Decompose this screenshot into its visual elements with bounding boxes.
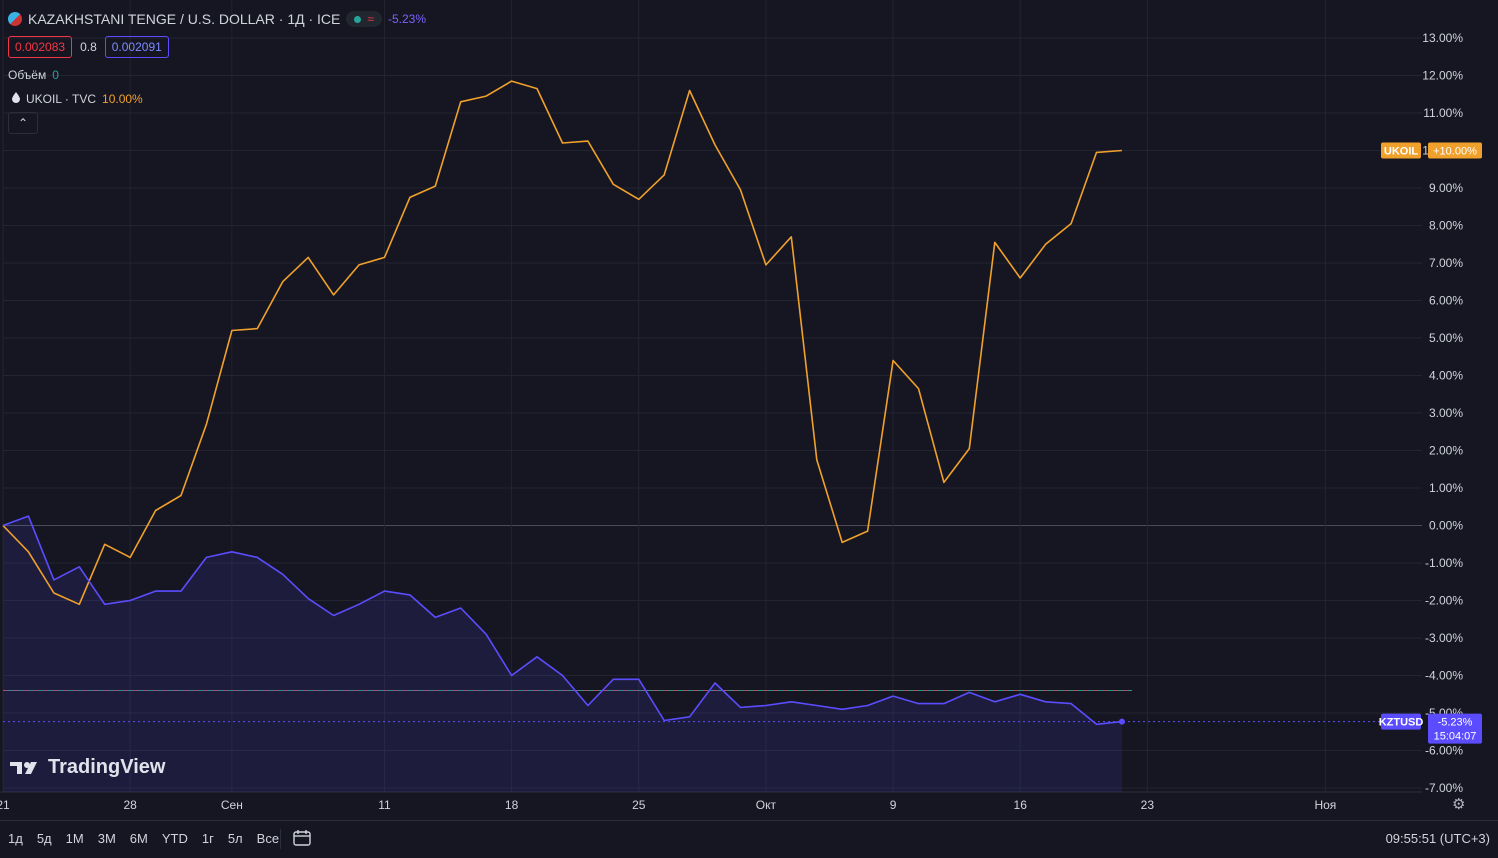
grid-lines — [0, 0, 1422, 793]
y-tick-label: 5.00% — [1429, 331, 1463, 345]
range-button[interactable]: YTD — [161, 831, 188, 846]
y-tick-label: -3.00% — [1425, 631, 1463, 645]
price-badges: UKOIL +10.00% KZTUSD -5.23% 15:04:07 — [1379, 142, 1482, 744]
tradingview-logo-icon — [10, 761, 37, 774]
y-tick-label: 6.00% — [1429, 294, 1463, 308]
legend-title: KAZAKHSTANI TENGE / U.S. DOLLAR · 1Д · I… — [8, 11, 426, 27]
currency-flag-icon — [8, 12, 22, 26]
buy-price-button[interactable]: 0.002091 — [104, 36, 169, 58]
volume-label: Объём — [8, 68, 47, 82]
drop-icon — [12, 92, 20, 106]
x-tick-label: Окт — [756, 798, 777, 812]
range-selector: 1д 5д 1М 3М 6М YTD 1г 5л Все — [8, 831, 279, 846]
series-value-badge — [1428, 713, 1482, 744]
range-button[interactable]: 1М — [65, 831, 84, 846]
x-tick-label: 25 — [632, 798, 646, 812]
collapse-legend-button[interactable]: ⌃ — [8, 112, 38, 134]
series-name-badge — [1381, 142, 1421, 159]
y-tick-label: -2.00% — [1425, 594, 1463, 608]
x-tick-label: Сен — [221, 798, 243, 812]
range-button[interactable]: Все — [256, 831, 280, 846]
y-tick-label: 9.00% — [1429, 181, 1463, 195]
y-tick-label: 12.00% — [1422, 69, 1463, 83]
y-tick-label: 1.00% — [1429, 481, 1463, 495]
volume-legend[interactable]: Объём 0 — [8, 68, 59, 82]
y-axis[interactable]: 13.00%12.00%11.00%10.00%9.00%8.00%7.00%6… — [1422, 31, 1463, 795]
x-tick-label: 28 — [123, 798, 137, 812]
y-tick-label: 8.00% — [1429, 219, 1463, 233]
compare-percent: 10.00% — [102, 92, 143, 106]
x-tick-label: 18 — [505, 798, 519, 812]
go-to-date-calendar-icon[interactable] — [292, 829, 312, 852]
data-point-kztusd — [1118, 718, 1125, 725]
series-value-label: +10.00% — [1433, 146, 1477, 158]
x-tick-label: 21 — [0, 798, 10, 812]
range-button[interactable]: 6М — [129, 831, 148, 846]
y-tick-label: 7.00% — [1429, 256, 1463, 270]
series-line-ukoil[interactable] — [2, 80, 1122, 606]
y-tick-label: 4.00% — [1429, 369, 1463, 383]
series-name-label: KZTUSD — [1379, 717, 1424, 729]
volume-value: 0 — [52, 68, 59, 82]
series-value-label: -5.23% — [1438, 717, 1473, 729]
toolbar-divider — [280, 829, 281, 849]
settings-gear-icon[interactable]: ⚙ — [1452, 796, 1466, 813]
tradingview-logo[interactable]: TradingView — [10, 756, 165, 779]
range-button[interactable]: 1д — [8, 831, 23, 846]
x-tick-label: Ноя — [1314, 798, 1336, 812]
y-tick-label: -1.00% — [1425, 556, 1463, 570]
spread-value: 0.8 — [80, 40, 97, 54]
y-tick-label: 0.00% — [1429, 519, 1463, 533]
y-tick-label: 11.00% — [1423, 106, 1463, 120]
y-tick-label: 13.00% — [1422, 31, 1463, 45]
y-tick-label: -4.00% — [1425, 669, 1463, 683]
quote-panel: 0.002083 0.8 0.002091 — [8, 36, 169, 58]
countdown-label: 15:04:07 — [1434, 731, 1477, 743]
change-percent: -5.23% — [387, 12, 426, 26]
compare-legend[interactable]: UKOIL · TVC 10.00% — [12, 92, 143, 106]
series-lines — [2, 80, 1125, 726]
market-open-dot-icon — [354, 15, 362, 23]
y-tick-label: -6.00% — [1425, 744, 1463, 758]
x-axis[interactable]: 21 28 Сен 11 18 25 Окт 9 16 23 Ноя — [0, 798, 1336, 812]
y-tick-label: 3.00% — [1429, 406, 1463, 420]
range-button[interactable]: 5д — [36, 831, 52, 846]
y-tick-label: 2.00% — [1429, 444, 1463, 458]
series-name-label: UKOIL — [1384, 146, 1419, 158]
kztusd-area-fill — [3, 516, 1122, 792]
range-button[interactable]: 5л — [227, 831, 243, 846]
x-tick-label: 11 — [378, 798, 391, 812]
series-line-kztusd[interactable] — [2, 515, 1122, 726]
bottom-toolbar: 1д 5д 1М 3М 6М YTD 1г 5л Все 09:55:51 (UTC+3) — [0, 820, 1498, 858]
logo-text: TradingView — [48, 756, 166, 778]
compare-symbol: UKOIL · TVC — [26, 92, 97, 106]
chevron-up-icon: ⌃ — [17, 116, 29, 130]
x-tick-label: 23 — [1141, 798, 1155, 812]
symbol-title[interactable]: KAZAKHSTANI TENGE / U.S. DOLLAR · 1Д · I… — [28, 11, 341, 27]
status-wave-icon: ≈ — [367, 12, 374, 26]
range-button[interactable]: 3М — [97, 831, 116, 846]
kztusd-area — [3, 516, 1122, 792]
x-tick-label: 9 — [890, 798, 897, 812]
timezone-clock[interactable]: 09:55:51 (UTC+3) — [1385, 831, 1490, 846]
market-status-pill[interactable]: ≈ — [346, 11, 382, 27]
y-tick-label: -7.00% — [1425, 781, 1463, 795]
x-tick-label: 16 — [1014, 798, 1028, 812]
series-name-badge — [1381, 713, 1421, 730]
series-value-badge — [1428, 142, 1482, 159]
range-button[interactable]: 1г — [201, 831, 214, 846]
sell-price-button[interactable]: 0.002083 — [8, 36, 73, 58]
